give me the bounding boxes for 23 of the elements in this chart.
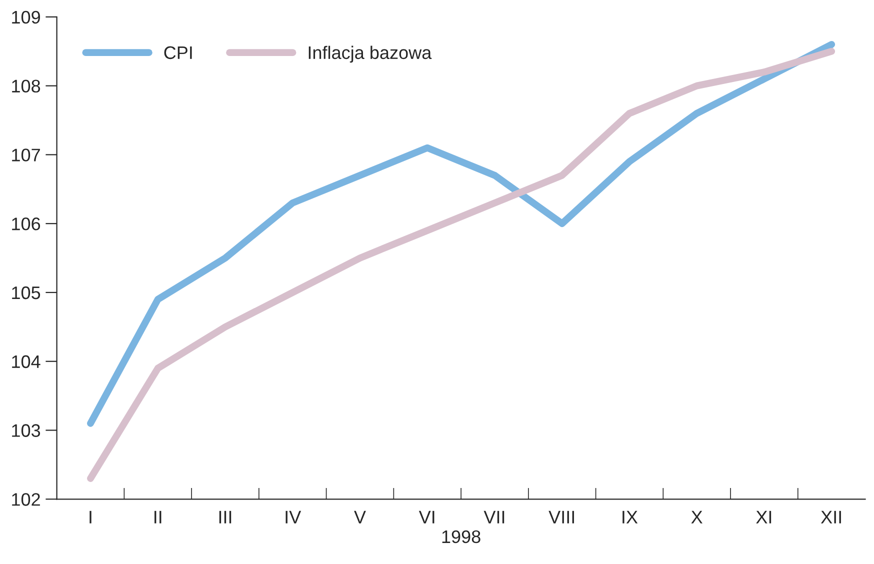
x-tick-label: XI <box>756 510 772 524</box>
x-tick-label: VIII <box>548 510 574 524</box>
x-tick-label: X <box>691 510 702 524</box>
y-tick-label: 103 <box>12 424 40 437</box>
x-tick-label: IX <box>622 510 638 524</box>
x-axis-title: 1998 <box>442 530 480 544</box>
x-tick-label: V <box>354 510 366 524</box>
x-tick-label: I <box>90 510 92 524</box>
y-tick-label: 108 <box>12 80 40 93</box>
legend-label: CPI <box>164 46 192 60</box>
x-tick-label: VI <box>418 510 434 524</box>
y-tick-label: 105 <box>12 286 40 300</box>
y-tick-label: 109 <box>12 10 40 24</box>
y-tick-label: 102 <box>12 493 40 506</box>
y-tick-label: 107 <box>12 148 40 162</box>
x-tick-label: IV <box>286 510 302 524</box>
legend-label: Inflacja bazowa <box>308 46 432 63</box>
x-tick-label: VII <box>484 510 504 524</box>
x-tick-label: II <box>154 510 162 524</box>
x-tick-label: XII <box>820 510 841 524</box>
x-tick-label: III <box>219 510 232 524</box>
y-tick-label: 106 <box>12 218 40 230</box>
y-tick-label: 104 <box>12 355 40 368</box>
